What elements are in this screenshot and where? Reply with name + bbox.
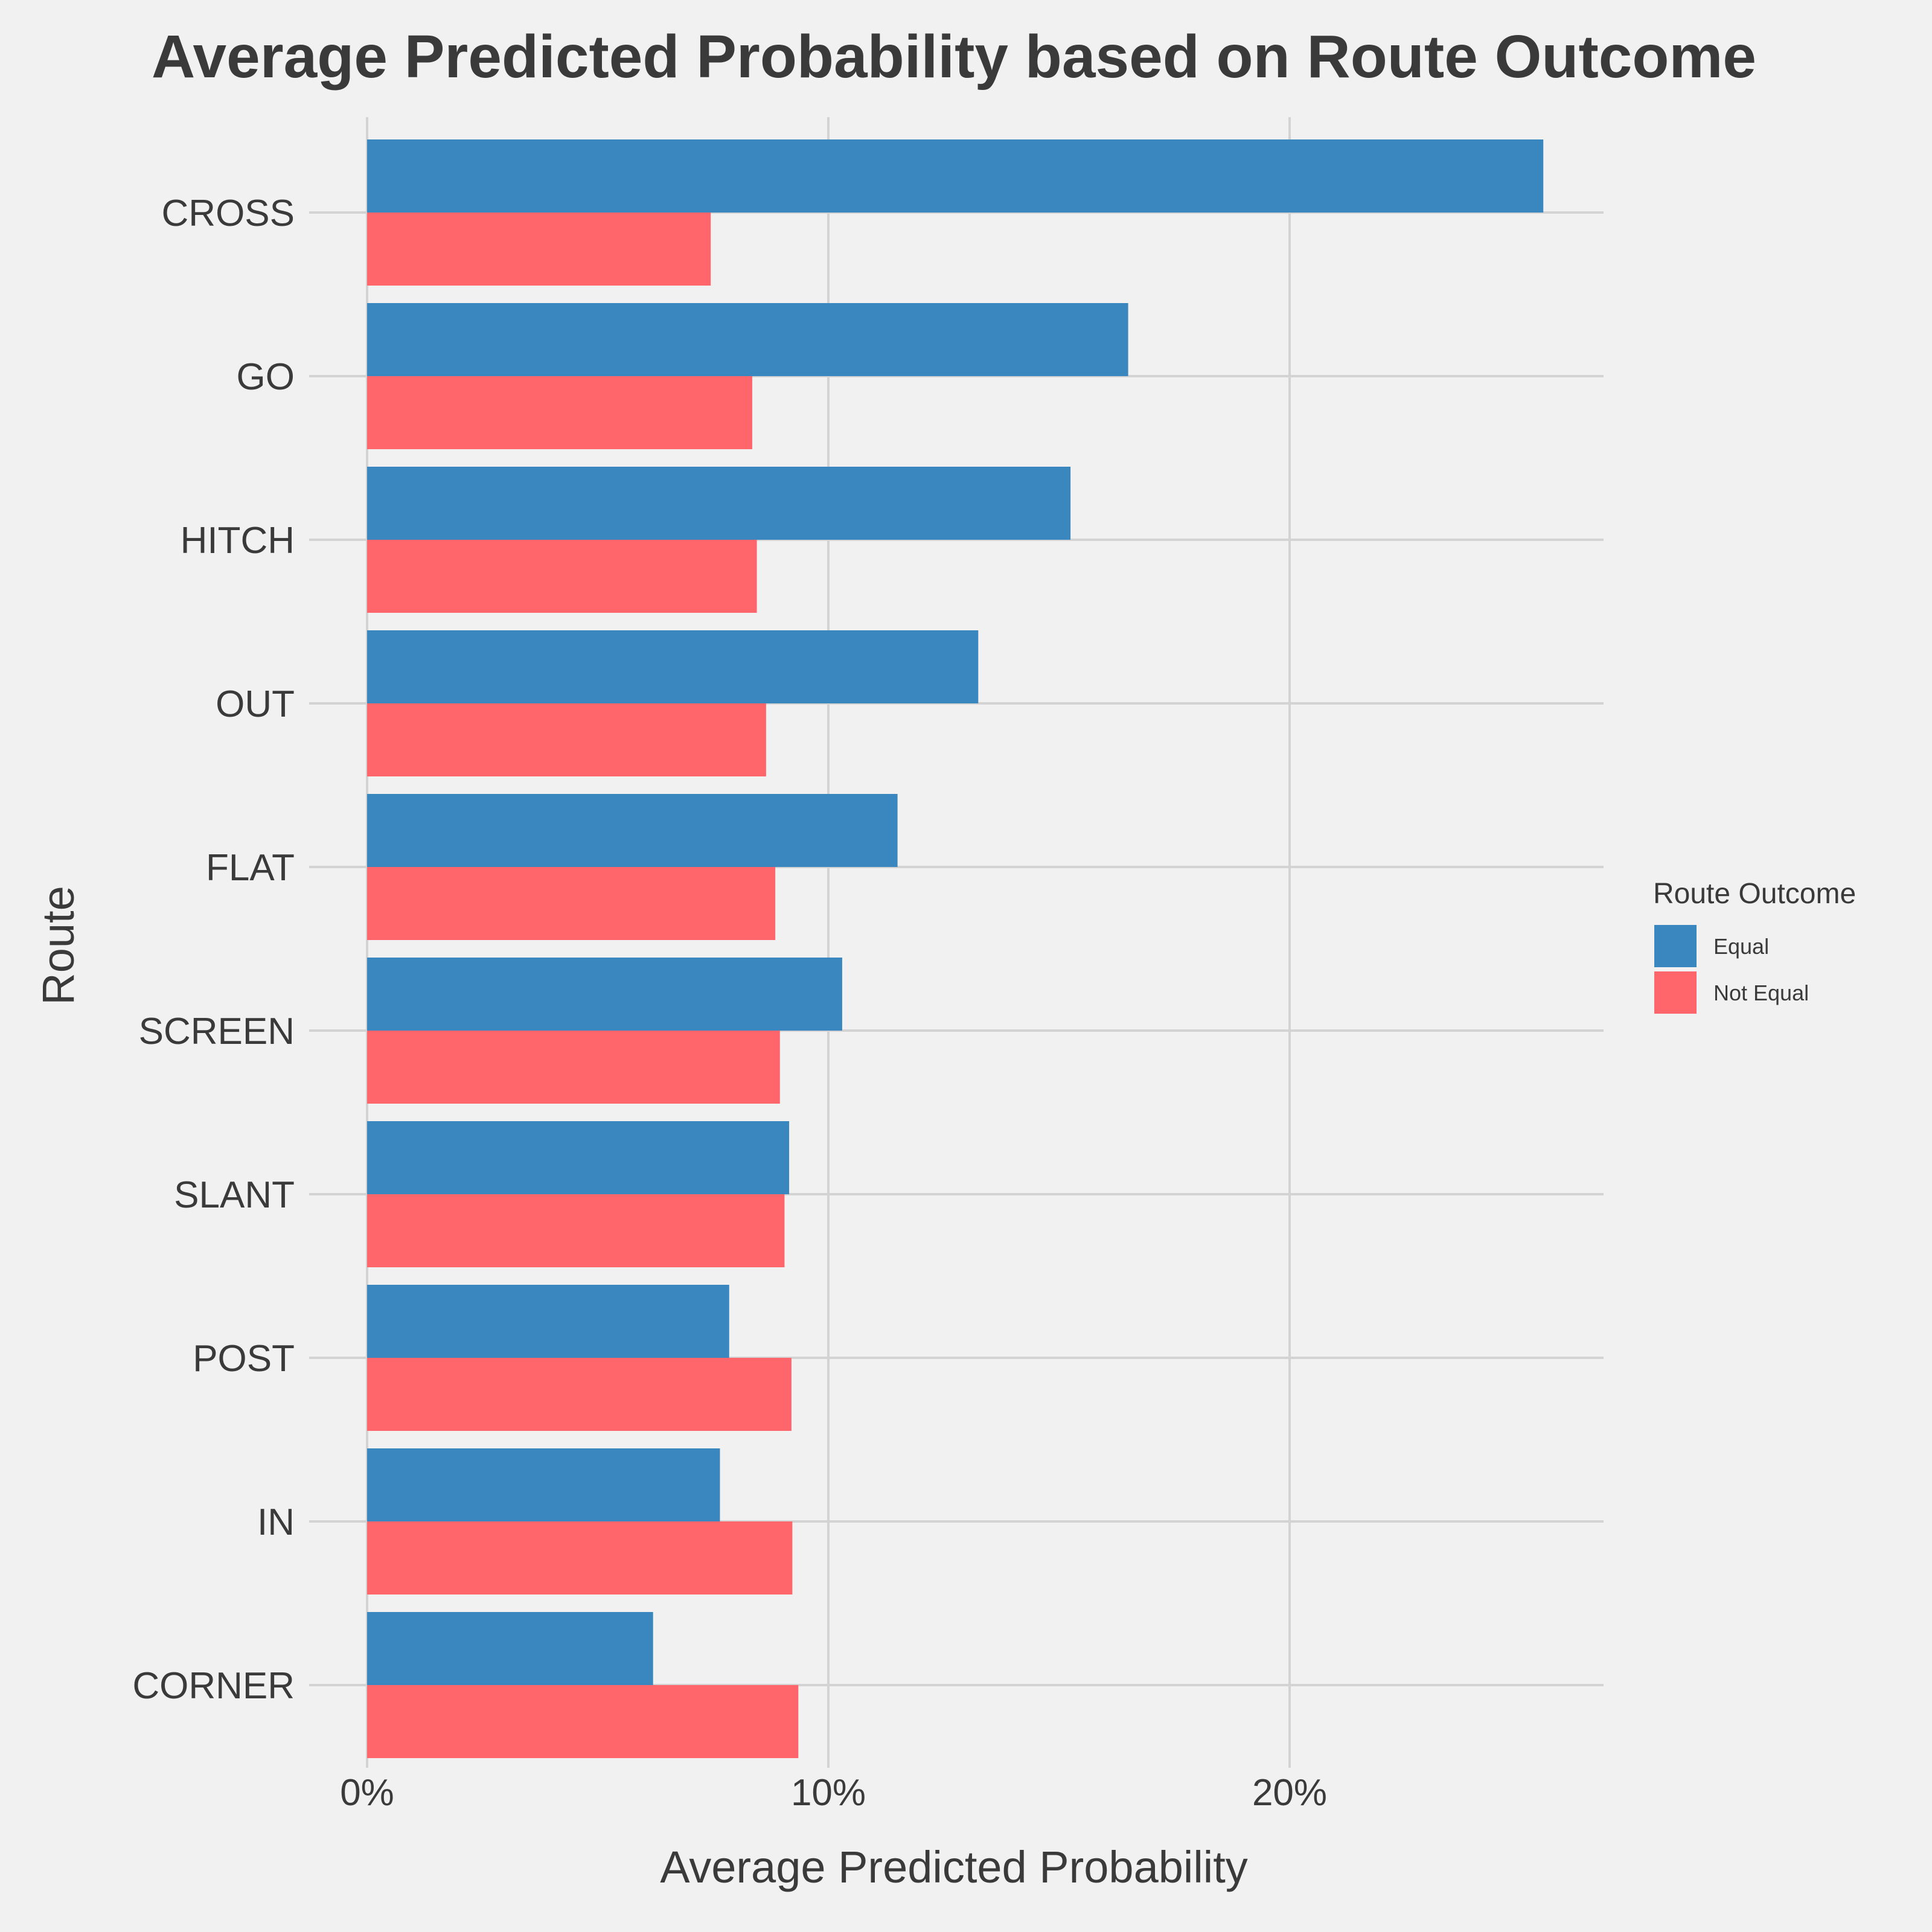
legend: Route Outcome Equal Not Equal <box>1653 878 1856 1014</box>
y-tick-label: SLANT <box>174 1174 295 1216</box>
legend-swatch-equal <box>1654 925 1697 967</box>
chart-title: Average Predicted Probability based on R… <box>152 23 1756 91</box>
bar-equal <box>367 794 898 867</box>
y-tick-label: CROSS <box>162 193 295 234</box>
x-tick-label: 20% <box>1252 1772 1327 1814</box>
y-tick-layer: CROSS GO HITCH OUT FLAT SCREEN SLANT POST IN CORN… <box>132 193 295 1707</box>
bar-not-equal <box>367 1031 780 1104</box>
bar-not-equal <box>367 1521 793 1595</box>
y-tick-label: OUT <box>216 683 295 725</box>
bar-equal <box>367 1448 720 1521</box>
x-axis-title: Average Predicted Probability <box>660 1842 1248 1892</box>
bar-equal <box>367 630 979 703</box>
bars-layer <box>367 139 1544 1758</box>
y-axis-title: Route <box>33 886 83 1005</box>
y-tick-label: IN <box>257 1502 295 1543</box>
y-tick-label: POST <box>193 1338 295 1380</box>
bar-equal <box>367 303 1128 376</box>
x-tick-label: 10% <box>791 1772 866 1814</box>
x-tick-label: 0% <box>340 1772 394 1814</box>
bar-equal <box>367 1612 653 1685</box>
bar-not-equal <box>367 376 752 449</box>
x-tick-layer: 0% 10% 20% <box>340 1772 1327 1814</box>
legend-label-equal: Equal <box>1713 934 1769 959</box>
bar-not-equal <box>367 703 766 776</box>
bar-not-equal <box>367 1685 799 1758</box>
bar-equal <box>367 467 1071 540</box>
y-tick-label: HITCH <box>181 520 295 561</box>
y-tick-label: CORNER <box>132 1665 295 1707</box>
legend-swatch-not-equal <box>1654 971 1697 1014</box>
legend-label-not-equal: Not Equal <box>1713 980 1809 1005</box>
bar-not-equal <box>367 867 776 940</box>
bar-not-equal <box>367 213 711 286</box>
bar-not-equal <box>367 1194 785 1267</box>
bar-equal <box>367 139 1544 213</box>
bar-equal <box>367 1121 790 1194</box>
legend-title: Route Outcome <box>1653 878 1856 910</box>
bar-not-equal <box>367 1358 792 1431</box>
y-tick-label: FLAT <box>206 847 295 889</box>
y-tick-label: GO <box>237 356 295 398</box>
bar-equal <box>367 1285 729 1358</box>
bar-equal <box>367 958 842 1031</box>
y-tick-label: SCREEN <box>139 1011 295 1052</box>
bar-not-equal <box>367 540 757 613</box>
